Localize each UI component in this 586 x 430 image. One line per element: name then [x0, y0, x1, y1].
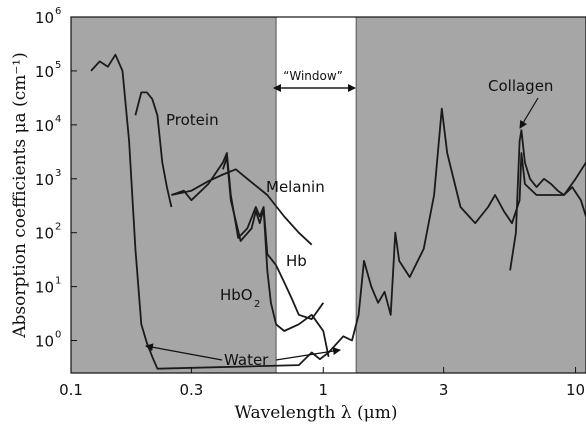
y-tick-label: 10	[35, 279, 54, 297]
x-tick-label: 1	[319, 381, 329, 399]
y-tick-label: 10	[35, 171, 54, 189]
water-arrow-right	[275, 347, 341, 361]
x-tick-label: 10	[566, 381, 585, 399]
y-tick-label: 10	[35, 333, 54, 351]
series-collagen-line	[509, 129, 586, 271]
label-water: Water	[224, 351, 269, 369]
series-hb-line	[171, 152, 325, 320]
label-protein: Protein	[166, 111, 219, 129]
collagen-arrow	[519, 97, 539, 129]
x-tick-label: 0.1	[59, 381, 83, 399]
series-hbo2-line	[222, 156, 330, 357]
y-tick-exponent: 1	[55, 276, 61, 287]
x-tick-label: 3	[439, 381, 449, 399]
y-tick-exponent: 6	[55, 6, 61, 17]
label-hbo2: HbO	[220, 286, 253, 304]
y-tick-label: 10	[35, 225, 54, 243]
label-hbo2-subscript: 2	[254, 299, 260, 310]
y-axis-title: Absorption coefficients μa (cm⁻¹)	[10, 52, 30, 339]
plot-frame	[70, 16, 586, 374]
water-arrow-left	[145, 343, 223, 361]
y-tick-exponent: 3	[55, 168, 61, 179]
y-tick-exponent: 0	[55, 330, 61, 341]
y-tick-exponent: 5	[55, 60, 61, 71]
series-protein-line	[134, 91, 173, 208]
x-axis-title: Wavelength λ (μm)	[235, 403, 398, 423]
y-tick-exponent: 4	[55, 114, 61, 125]
y-tick-label: 10	[35, 9, 54, 27]
series-melanin-line	[171, 168, 313, 246]
label-collagen: Collagen	[488, 77, 553, 95]
series-water-line	[90, 53, 586, 370]
window-annotation: “Window”	[273, 69, 356, 92]
x-axis: 0.1 0.3 1 3 10	[59, 367, 585, 399]
label-melanin: Melanin	[266, 178, 325, 196]
x-tick-label: 0.3	[179, 381, 203, 399]
y-tick-label: 10	[35, 63, 54, 81]
label-hb: Hb	[286, 252, 307, 270]
curves	[90, 53, 586, 370]
y-tick-exponent: 2	[55, 222, 61, 233]
y-tick-label: 10	[35, 117, 54, 135]
window-label: “Window”	[283, 69, 343, 83]
